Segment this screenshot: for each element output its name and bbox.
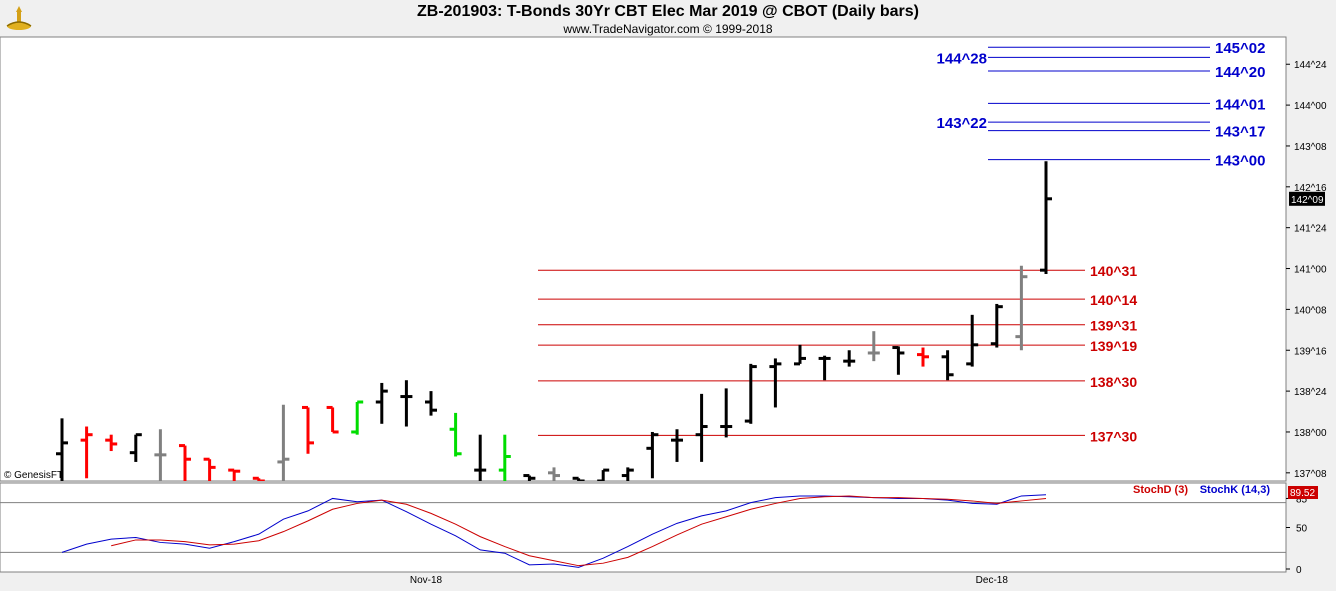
ohlc-bar <box>818 355 831 381</box>
level-label: 143^17 <box>1215 124 1265 141</box>
ohlc-bar <box>867 331 880 362</box>
ohlc-bar <box>80 426 93 479</box>
ohlc-bar <box>375 382 388 424</box>
chart-subtitle: www.TradeNavigator.com © 1999-2018 <box>563 22 773 36</box>
stoch-value-label: 89.52 <box>1290 488 1315 499</box>
y-tick-label: 141^24 <box>1294 224 1327 235</box>
ohlc-bar <box>1040 161 1052 274</box>
level-label: 139^31 <box>1090 318 1137 334</box>
stoch-y-tick-label: 0 <box>1296 565 1302 576</box>
ohlc-bar <box>941 350 954 381</box>
ohlc-bar <box>56 418 68 481</box>
ohlc-bar <box>548 467 560 481</box>
ohlc-bar <box>990 303 1003 348</box>
level-label: 144^28 <box>937 50 987 67</box>
level-label: 138^30 <box>1090 374 1137 390</box>
ohlc-bar <box>671 429 683 462</box>
ohlc-bar <box>523 474 536 481</box>
y-tick-label: 138^00 <box>1294 428 1327 439</box>
ohlc-bar <box>1015 265 1028 351</box>
level-label: 137^30 <box>1090 428 1137 444</box>
ohlc-bar <box>203 457 216 481</box>
y-tick-label: 144^00 <box>1294 101 1327 112</box>
last-price-label: 142^09 <box>1291 195 1324 206</box>
x-tick-label: Nov-18 <box>410 575 443 586</box>
chart-title: ZB-201903: T-Bonds 30Yr CBT Elec Mar 201… <box>417 3 919 20</box>
ohlc-bar <box>105 434 118 452</box>
stoch-series-line <box>111 495 1047 567</box>
ohlc-bar <box>720 388 733 438</box>
stochastic-layer: 0 50 85 StochD (3) StochK (14,3) 89.52 Nov-18 D… <box>0 484 1318 586</box>
y-tick-label: 140^08 <box>1294 305 1327 316</box>
level-label: 144^20 <box>1215 64 1265 81</box>
stoch-y-tick-label: 50 <box>1296 524 1308 535</box>
level-label: 144^01 <box>1215 96 1265 113</box>
ohlc-bar <box>351 400 364 435</box>
stochastic-pane <box>0 482 1287 573</box>
y-tick-label: 138^24 <box>1294 387 1327 398</box>
y-tick-label: 141^00 <box>1294 265 1327 276</box>
ohlc-bar <box>769 358 782 408</box>
ohlc-bar <box>228 468 241 481</box>
ohlc-bar <box>425 391 437 416</box>
ohlc-bar <box>843 350 856 367</box>
level-label: 140^14 <box>1090 292 1137 308</box>
ohlc-bar <box>892 346 905 375</box>
ohlc-bars <box>56 161 1052 481</box>
ohlc-bar <box>154 429 167 481</box>
ohlc-bar <box>326 405 339 434</box>
ohlc-bar <box>474 434 487 481</box>
watermark: © GenesisFT <box>4 470 63 481</box>
legend-stochK: StochK (14,3) <box>1200 484 1271 496</box>
legend-stochD: StochD (3) <box>1133 484 1188 496</box>
price-pane <box>0 36 1287 482</box>
ohlc-bar <box>966 314 979 367</box>
y-tick-label: 142^16 <box>1294 183 1327 194</box>
ohlc-bar <box>302 405 314 454</box>
level-label: 140^31 <box>1090 263 1137 279</box>
ohlc-bar <box>400 380 413 427</box>
ohlc-bar <box>621 467 634 481</box>
ohlc-bar <box>917 347 929 367</box>
stoch-value-tag <box>1288 486 1318 499</box>
ohlc-bar <box>277 404 290 481</box>
y-tick-label: 143^08 <box>1294 142 1327 153</box>
ohlc-bar <box>695 393 708 462</box>
level-label: 145^02 <box>1215 40 1265 57</box>
ohlc-bar <box>252 476 265 481</box>
last-price-tag <box>1289 191 1325 206</box>
y-tick-label: 137^08 <box>1294 469 1327 480</box>
price-layer: 144^24 144^00 143^08 142^16 141^24 141^00 140^… <box>56 40 1327 481</box>
level-label: 143^00 <box>1215 153 1265 170</box>
ohlc-bar <box>597 468 610 481</box>
ohlc-bar <box>129 433 142 462</box>
ohlc-bar <box>498 434 511 481</box>
ohlc-bar <box>572 476 585 481</box>
stoch-y-tick-label: 85 <box>1296 494 1308 505</box>
level-label: 143^22 <box>937 115 987 132</box>
ohlc-bar <box>794 344 806 366</box>
ohlc-bar <box>179 444 191 481</box>
genesis-logo-icon <box>4 4 34 37</box>
ohlc-bar <box>744 363 757 424</box>
ohlc-bar <box>646 431 659 479</box>
ohlc-bar <box>449 412 462 457</box>
x-tick-label: Dec-18 <box>976 575 1009 586</box>
y-tick-label: 139^16 <box>1294 346 1327 357</box>
level-label: 139^19 <box>1090 338 1137 354</box>
y-tick-label: 144^24 <box>1294 60 1327 71</box>
